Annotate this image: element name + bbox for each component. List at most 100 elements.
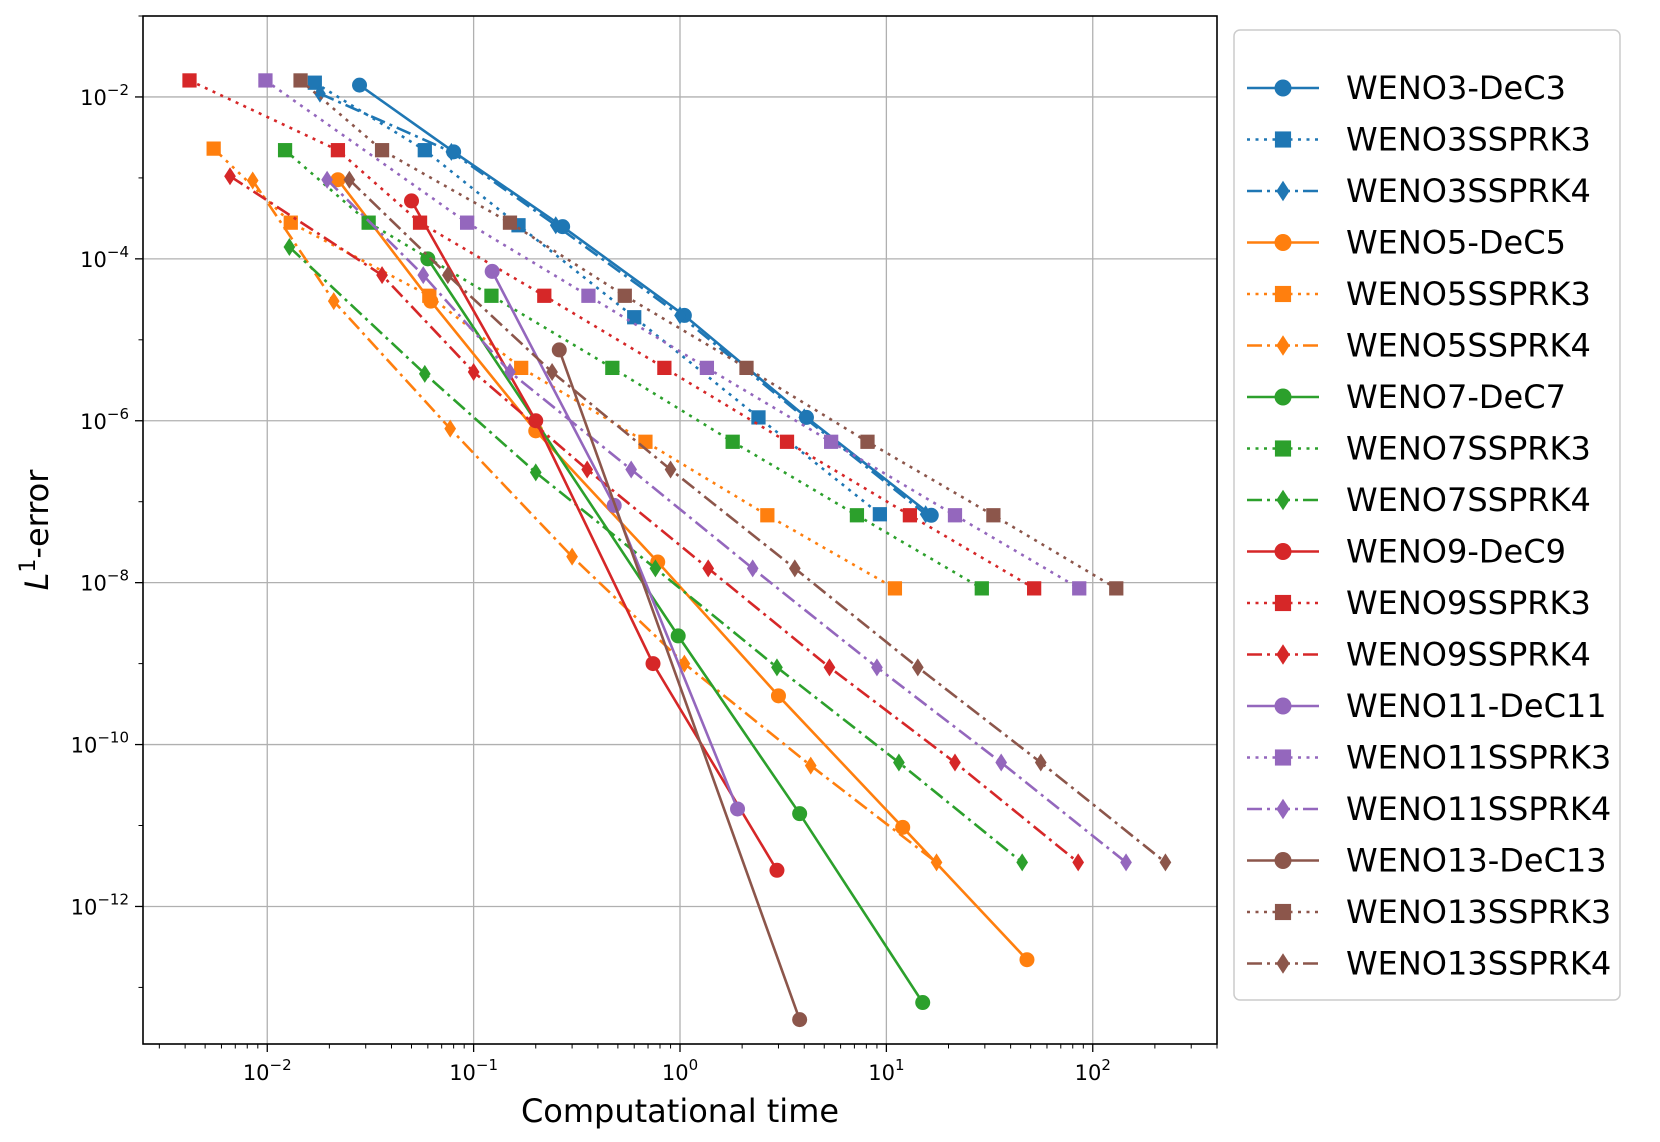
- data-point: [444, 419, 457, 438]
- data-point: [739, 360, 754, 376]
- y-tick-label: 10−12: [71, 890, 129, 919]
- legend-label: WENO9-DeC9: [1346, 533, 1566, 571]
- legend-label: WENO3SSPRK3: [1346, 121, 1591, 159]
- legend-label: WENO5-DeC5: [1346, 224, 1566, 262]
- data-point: [995, 753, 1008, 772]
- legend-marker: [1274, 594, 1292, 612]
- data-point: [581, 288, 596, 303]
- y-tick-label: 10−8: [80, 567, 129, 596]
- legend-entry: WENO9-DeC9: [1247, 533, 1566, 571]
- legend-marker: [1274, 543, 1292, 560]
- data-point: [1072, 853, 1085, 872]
- data-point: [581, 460, 594, 479]
- series-WENO9SSPRK4: [224, 167, 1085, 872]
- data-point: [504, 363, 516, 382]
- data-point: [566, 547, 578, 566]
- data-point: [445, 142, 458, 161]
- data-point: [949, 753, 961, 772]
- legend-marker: [1274, 388, 1292, 406]
- legend-marker: [1274, 285, 1292, 303]
- data-point: [902, 508, 918, 523]
- data-point: [514, 360, 529, 376]
- data-point: [770, 688, 786, 704]
- series-layer: [182, 73, 1172, 1028]
- x-tick-label: 101: [868, 1056, 904, 1085]
- data-point: [1072, 581, 1087, 596]
- series-WENO13-DeC13: [551, 342, 808, 1028]
- data-point: [670, 628, 686, 644]
- y-axis-title-main: L: [18, 573, 56, 591]
- data-point: [1109, 581, 1124, 596]
- data-point: [467, 363, 480, 382]
- legend-entry: WENO5SSPRK3: [1247, 275, 1591, 313]
- data-point: [551, 342, 567, 358]
- data-point: [502, 215, 518, 230]
- data-point: [860, 434, 875, 449]
- legend-label: WENO9SSPRK4: [1346, 636, 1591, 674]
- data-point: [529, 463, 542, 482]
- data-point: [484, 288, 499, 303]
- data-point: [746, 559, 759, 578]
- data-point: [823, 658, 836, 677]
- legend-entry: WENO5-DeC5: [1247, 224, 1566, 262]
- data-point: [330, 172, 346, 188]
- legend-entry: WENO11-DeC11: [1247, 687, 1607, 725]
- data-point: [321, 170, 333, 189]
- y-tick-label: 10−6: [80, 405, 129, 434]
- data-point: [1159, 853, 1172, 872]
- data-point: [699, 360, 715, 376]
- grid-lines: [143, 16, 1217, 1044]
- data-point: [779, 434, 795, 449]
- data-point: [352, 77, 368, 93]
- series-line: [314, 81, 881, 516]
- data-point: [760, 508, 775, 523]
- series-line: [558, 349, 801, 1021]
- data-point: [546, 363, 558, 382]
- series-WENO5SSPRK4: [246, 171, 943, 872]
- data-point: [638, 434, 653, 449]
- series-line: [358, 84, 933, 517]
- data-point: [930, 853, 943, 872]
- legend-label: WENO13SSPRK3: [1346, 893, 1611, 931]
- data-point: [417, 143, 432, 158]
- legend-marker: [1274, 79, 1292, 97]
- data-point: [1027, 581, 1042, 596]
- legend-marker: [1274, 697, 1292, 715]
- legend-marker: [1276, 953, 1290, 974]
- data-point: [645, 656, 661, 672]
- data-point: [441, 266, 454, 285]
- legend-entry: WENO13-DeC13: [1247, 842, 1607, 880]
- data-point: [1016, 853, 1029, 872]
- data-point: [277, 143, 293, 158]
- data-point: [404, 193, 419, 209]
- x-tick-label: 10−2: [243, 1056, 292, 1085]
- series-WENO13SSPRK4: [343, 170, 1172, 872]
- legend-marker: [1274, 852, 1292, 869]
- x-axis-title: Computational time: [521, 1092, 839, 1130]
- data-point: [206, 141, 221, 156]
- data-point: [895, 819, 911, 835]
- data-point: [824, 434, 839, 449]
- data-point: [919, 505, 932, 524]
- legend-entry: WENO9SSPRK4: [1247, 636, 1591, 674]
- data-point: [605, 360, 620, 376]
- series-WENO11SSPRK4: [321, 170, 1132, 872]
- axis-ticks: 10−2 10−1 100 101 102 10−2 10−4 10−6 10−8 10−10 10…: [71, 15, 1218, 1085]
- legend-entry: WENO9SSPRK3: [1247, 584, 1591, 622]
- series-WENO11SSPRK3: [258, 73, 1087, 596]
- data-point: [915, 995, 931, 1011]
- legend-label: WENO13-DeC13: [1346, 842, 1607, 880]
- data-point: [625, 460, 638, 479]
- series-WENO13SSPRK3: [293, 73, 1124, 596]
- data-point: [459, 215, 475, 230]
- data-point: [974, 581, 989, 596]
- data-point: [702, 559, 715, 578]
- data-point: [887, 581, 903, 596]
- data-point: [792, 1012, 808, 1028]
- legend-entry: WENO7SSPRK4: [1247, 481, 1591, 519]
- legend-label: WENO7-DeC7: [1346, 378, 1566, 416]
- y-tick-label: 10−10: [71, 729, 129, 758]
- legend-marker: [1276, 489, 1290, 511]
- data-point: [412, 215, 428, 230]
